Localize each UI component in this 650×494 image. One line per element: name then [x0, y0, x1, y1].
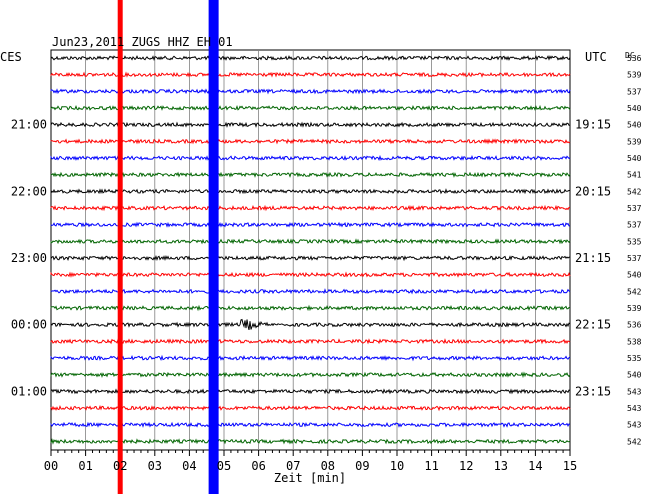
trace-line: [50, 371, 571, 379]
trace-line: [50, 55, 571, 62]
x-tick-label: 11: [424, 459, 438, 473]
local-time-label: 23:00: [11, 251, 47, 265]
dc-offset-label: 540: [627, 121, 642, 130]
dc-offset-label: 535: [627, 237, 642, 246]
trace-line: [50, 271, 571, 278]
chart-title: Jun23,2011 ZUGS HHZ EH 01: [52, 35, 233, 49]
dc-offset-label: 543: [627, 387, 642, 396]
trace-line: [50, 338, 571, 345]
dc-offset-label: 542: [627, 187, 642, 196]
dc-offset-label: 537: [627, 221, 642, 230]
x-tick-label: 12: [459, 459, 473, 473]
x-tick-label: 03: [148, 459, 162, 473]
dc-offset-label: 536: [627, 321, 642, 330]
x-axis-label: Zeit [min]: [274, 471, 346, 485]
local-timezone-label: CES: [0, 50, 22, 64]
time-marker: [117, 0, 123, 494]
trace-line: [50, 318, 571, 331]
dc-offset-label: 540: [627, 371, 642, 380]
trace-line: [50, 404, 571, 412]
dc-offset-label: 542: [627, 287, 642, 296]
local-time-label: 01:00: [11, 384, 47, 398]
x-tick-label: 08: [321, 459, 335, 473]
trace-line: [50, 171, 571, 178]
utc-time-label: 20:15: [575, 184, 611, 198]
local-time-label: 21:00: [11, 118, 47, 132]
x-tick-label: 06: [251, 459, 265, 473]
grid: [50, 49, 571, 456]
trace-line: [50, 138, 571, 145]
dc-offset-label: 543: [627, 421, 642, 430]
x-tick-label: 09: [355, 459, 369, 473]
labels: 536 539 537 540 21:00 19:15 540 539 540 541 22:00 2…: [0, 35, 642, 485]
local-time-label: 22:00: [11, 184, 47, 198]
x-tick-label: 15: [563, 459, 577, 473]
x-tick-label: 01: [78, 459, 92, 473]
trace-line: [50, 154, 571, 161]
trace-line: [50, 204, 571, 212]
plot-frame: [50, 49, 571, 451]
x-tick-label: 00: [44, 459, 58, 473]
x-tick-label: 14: [528, 459, 542, 473]
utc-timezone-label: UTC: [585, 50, 607, 64]
dc-offset-label: 539: [627, 304, 642, 313]
x-tick-label: 04: [182, 459, 196, 473]
dc-offset-label: 537: [627, 204, 642, 213]
trace-line: [50, 71, 571, 78]
markers: [117, 0, 219, 494]
utc-time-label: 22:15: [575, 318, 611, 332]
dc-offset-label: 537: [627, 87, 642, 96]
trace-line: [50, 238, 571, 245]
trace-line: [50, 388, 571, 395]
dc-offset-label: 540: [627, 271, 642, 280]
trace-line: [50, 88, 571, 95]
dc-offset-label: 539: [627, 137, 642, 146]
trace-line: [50, 254, 571, 262]
traces: [50, 55, 571, 445]
x-tick-label: 07: [286, 459, 300, 473]
local-time-label: 00:00: [11, 318, 47, 332]
dc-offset-label: 539: [627, 71, 642, 80]
dc-offset-label: 537: [627, 254, 642, 263]
dc-header-label: DC: [625, 51, 635, 60]
trace-line: [50, 421, 571, 428]
dc-offset-label: 540: [627, 154, 642, 163]
x-tick-label: 13: [494, 459, 508, 473]
trace-line: [50, 188, 571, 195]
time-marker: [208, 0, 219, 494]
trace-line: [50, 304, 571, 312]
x-tick-label: 02: [113, 459, 127, 473]
dc-offset-label: 540: [627, 104, 642, 113]
x-tick-label: 05: [217, 459, 231, 473]
dc-offset-label: 538: [627, 337, 642, 346]
dc-offset-label: 543: [627, 404, 642, 413]
trace-line: [50, 221, 571, 228]
x-tick-label: 10: [390, 459, 404, 473]
dc-offset-label: 542: [627, 437, 642, 446]
trace-line: [50, 121, 570, 128]
trace-line: [50, 288, 571, 295]
trace-line: [50, 104, 571, 111]
utc-time-label: 21:15: [575, 251, 611, 265]
dc-offset-label: 541: [627, 171, 642, 180]
dc-offset-label: 535: [627, 354, 642, 363]
trace-line: [50, 354, 571, 362]
trace-line: [50, 438, 571, 445]
utc-time-label: 23:15: [575, 384, 611, 398]
utc-time-label: 19:15: [575, 118, 611, 132]
dc-offset-label: 536: [627, 54, 642, 63]
